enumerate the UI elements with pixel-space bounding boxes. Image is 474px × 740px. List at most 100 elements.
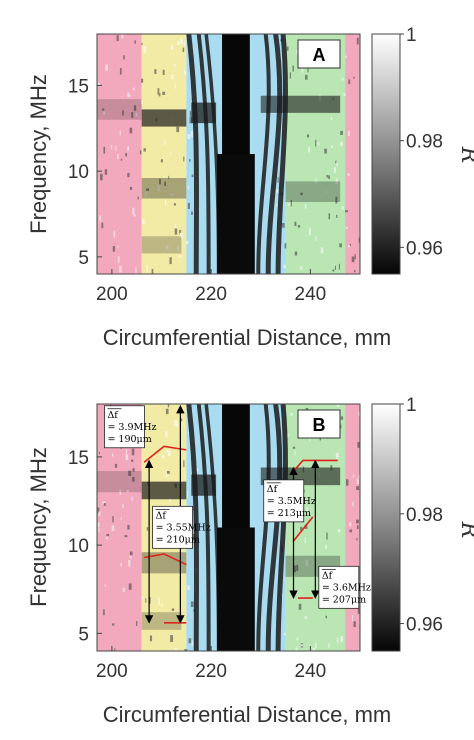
speckle (164, 181, 167, 186)
speckle (190, 130, 194, 138)
y-axis-label-b: Frequency, MHz (26, 447, 51, 607)
colorbar-tick-label: 0.98 (406, 132, 443, 153)
speckle (136, 621, 138, 626)
speckle (143, 46, 147, 53)
speckle (190, 211, 193, 215)
speckle (124, 535, 128, 538)
speckle (174, 419, 177, 426)
speckle (336, 214, 338, 218)
annotation-text: Δf (267, 484, 279, 495)
speckle (131, 459, 134, 462)
dark-band (141, 109, 187, 127)
striation (265, 404, 283, 651)
speckle (356, 538, 358, 541)
speckle (98, 451, 100, 455)
speckle (128, 470, 132, 476)
speckle (315, 178, 317, 184)
speckle (187, 134, 191, 139)
speckle (158, 598, 160, 605)
speckle (112, 516, 114, 523)
speckle (127, 524, 130, 530)
speckle (336, 404, 339, 407)
speckle (296, 637, 299, 641)
speckle (184, 649, 188, 651)
y-tick-label: 15 (68, 448, 89, 469)
speckle (158, 93, 161, 97)
speckle (277, 176, 279, 183)
speckle (132, 476, 135, 482)
speckle (106, 533, 110, 537)
speckle (330, 116, 333, 120)
x-tick-label: 220 (195, 284, 227, 305)
speckle (339, 243, 342, 248)
speckle (353, 76, 355, 79)
speckle (179, 39, 183, 44)
speckle (356, 37, 359, 45)
speckle (340, 141, 343, 147)
speckle (297, 225, 301, 228)
speckle (298, 603, 302, 610)
speckle (111, 525, 115, 532)
speckle (170, 635, 174, 643)
speckle (306, 507, 309, 512)
colorbar-tick-label: 0.98 (406, 505, 443, 526)
speckle (179, 230, 182, 235)
speckle (340, 130, 343, 135)
speckle (139, 150, 142, 155)
striation (275, 34, 288, 274)
speckle (125, 153, 128, 157)
speckle (307, 66, 309, 73)
speckle (145, 598, 147, 603)
speckle (105, 64, 108, 71)
speckle (127, 146, 130, 151)
speckle (157, 88, 160, 95)
speckle (103, 146, 106, 154)
speckle (304, 537, 306, 544)
speckle (295, 647, 298, 651)
colorbar-a: 0.96 0.98 1 R (371, 25, 474, 275)
speckle (166, 470, 170, 474)
speckle (97, 82, 101, 86)
speckle (328, 175, 330, 179)
speckle (186, 240, 189, 245)
region-pink (97, 34, 142, 274)
speckle (324, 148, 327, 154)
speckle (114, 145, 117, 151)
speckle (110, 145, 113, 150)
speckle (334, 265, 336, 270)
speckle (352, 501, 354, 507)
annotation-text: = 3.9MHz (107, 422, 156, 433)
speckle (347, 173, 351, 176)
annotation-text: = 210μm (156, 534, 200, 545)
speckle (183, 156, 185, 162)
speckle (166, 245, 169, 251)
speckle (356, 478, 359, 484)
speckle (170, 45, 174, 50)
dark-band (285, 181, 341, 202)
annotation-box (263, 479, 305, 523)
speckle (106, 536, 109, 540)
panel-a: 200 220 240 5 10 15 A Circumferential Distanc… (26, 25, 474, 350)
speckle (170, 151, 172, 155)
speckle (127, 92, 130, 98)
speckle (149, 635, 153, 642)
speckle (312, 647, 316, 651)
speckle (345, 55, 347, 58)
speckle (325, 615, 328, 619)
speckle (286, 46, 289, 51)
speckle (182, 47, 185, 53)
speckle (179, 232, 183, 239)
speckle (117, 245, 119, 248)
speckle (325, 191, 327, 194)
speckle (284, 243, 287, 249)
central-dark-base (217, 527, 255, 651)
x-tick-label: 200 (96, 284, 128, 305)
annotation-box (104, 405, 145, 449)
speckle (287, 203, 291, 206)
dark-band (141, 236, 182, 254)
speckle (326, 532, 328, 540)
speckle (356, 525, 359, 530)
annotation-text: = 213μm (267, 508, 311, 519)
speckle (308, 228, 311, 236)
speckle (304, 74, 308, 80)
